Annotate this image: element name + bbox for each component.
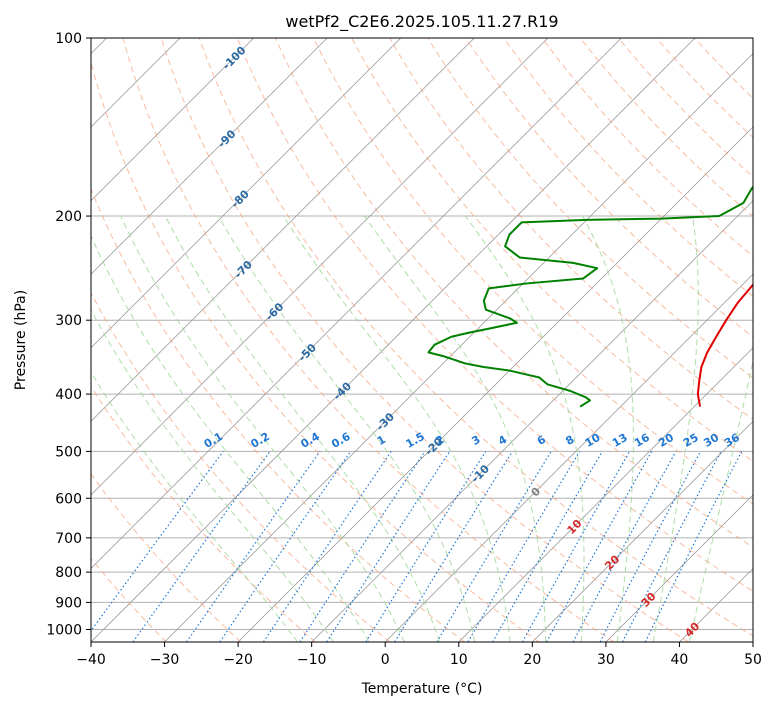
moist-adiabat-line (91, 371, 299, 642)
y-tick-label: 900 (55, 595, 82, 611)
dry-adiabat-line (198, 38, 753, 637)
dry-adiabat-line (91, 60, 540, 642)
mixing-ratio-line (467, 451, 581, 642)
dry-adiabat-line (91, 385, 316, 642)
dry-adiabat-line (91, 187, 465, 642)
isotherm-line (91, 38, 549, 496)
dry-adiabat-line (351, 38, 753, 462)
mixing-ratio-line (492, 451, 603, 642)
x-tick-label: 40 (671, 652, 689, 668)
isotherm-line (91, 38, 254, 202)
dry-adiabat-line (579, 38, 753, 218)
moist-adiabat-line (164, 215, 440, 642)
moist-adiabat-line (283, 215, 511, 642)
y-tick-label: 800 (55, 565, 82, 581)
dry-adiabat-line (91, 291, 391, 642)
y-axis-label: Pressure (hPa) (13, 290, 29, 390)
y-tick-label: 1000 (46, 622, 82, 638)
moist-adiabat-line (120, 215, 405, 642)
dry-adiabat-line (427, 38, 753, 379)
moist-adiabat-line (652, 215, 699, 642)
isotherm-line (311, 200, 753, 642)
isotherm-line (91, 38, 402, 349)
moist-adiabat-line (465, 215, 585, 642)
moist-adiabat-line (218, 215, 476, 642)
moist-adiabat-line (582, 215, 634, 642)
x-tick-label: −40 (76, 652, 106, 668)
isotherm-line (91, 38, 328, 275)
profile-series (427, 185, 753, 408)
background-lines (91, 38, 753, 642)
x-tick-label: 20 (523, 652, 541, 668)
isotherm-line (91, 38, 475, 422)
y-tick-label: 500 (55, 444, 82, 460)
x-tick-label: 0 (381, 652, 390, 668)
x-tick-label: −30 (150, 652, 180, 668)
mixing-ratio-line (436, 451, 552, 642)
dewpoint-line (427, 185, 753, 408)
isotherm-line (237, 126, 753, 642)
x-tick-label: 50 (744, 652, 762, 668)
mixing-ratio-line (91, 451, 224, 632)
dry-adiabat-line (122, 38, 614, 642)
chart-title: wetPf2_C2E6.2025.105.11.27.R19 (285, 12, 558, 32)
y-tick-label: 300 (55, 313, 82, 329)
isotherm-line (384, 273, 753, 642)
isotherm-line (605, 494, 753, 642)
mixing-ratio-line (572, 451, 677, 642)
x-tick-label: 30 (597, 652, 615, 668)
moist-adiabat-line (91, 308, 334, 642)
mixing-ratio-line (365, 451, 487, 642)
moist-adiabat-line (91, 234, 370, 642)
dry-adiabat-line (503, 38, 753, 297)
temperature-line (696, 283, 753, 407)
y-tick-label: 700 (55, 531, 82, 547)
x-tick-label: 10 (450, 652, 468, 668)
pressure-gridlines (91, 37, 753, 630)
isotherm-line (164, 52, 753, 642)
x-tick-label: −10 (297, 652, 327, 668)
mixing-ratio-line (394, 451, 513, 642)
mixing-ratio-line (132, 451, 271, 642)
axes: −40 −30 −20 −10 0 10 20 30 40 50 100 200 300 400 500 60… (46, 31, 762, 668)
plot-frame (90, 37, 754, 643)
x-axis-label: Temperature (°C) (361, 681, 483, 697)
mixing-ratio-line (326, 451, 451, 642)
dry-adiabat-line (617, 38, 753, 178)
isotherm-line (91, 38, 622, 570)
y-tick-label: 600 (55, 491, 82, 507)
y-tick-label: 100 (55, 31, 82, 47)
isotherm-line (91, 38, 696, 642)
isotherm-line (458, 347, 753, 642)
moist-adiabat-line (363, 215, 547, 642)
y-tick-label: 200 (55, 209, 82, 225)
dry-adiabat-line (236, 38, 753, 592)
mixing-ratio-line (521, 451, 631, 642)
x-tick-label: −20 (223, 652, 253, 668)
dry-adiabat-line (313, 38, 753, 505)
isotherm-line (532, 420, 753, 642)
dry-adiabat-line (274, 38, 753, 548)
dry-adiabat-line (389, 38, 753, 420)
mixing-ratio-line (546, 451, 653, 642)
dry-adiabat-line (465, 38, 753, 338)
y-tick-label: 400 (55, 387, 82, 403)
mixing-ratio-line (219, 451, 352, 642)
dry-adiabat-line (160, 38, 689, 642)
